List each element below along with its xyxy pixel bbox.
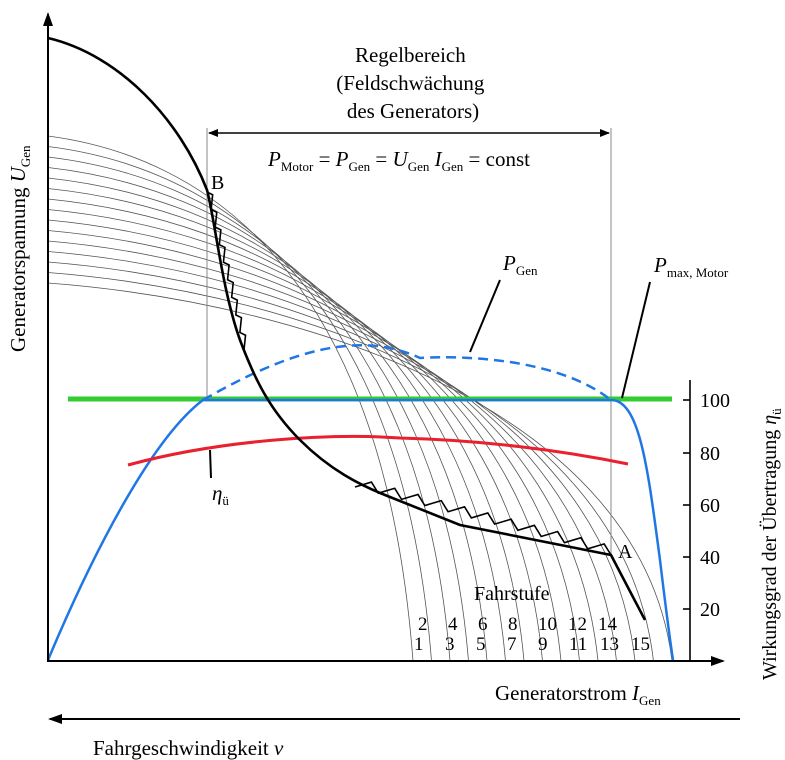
fahrstufe-number: 7 — [507, 634, 517, 655]
fahrstufen-even-numbers: 2 4 6 8 10 12 14 — [418, 614, 618, 635]
fahrstufe-number: 5 — [476, 634, 486, 655]
eta-leader — [209, 449, 212, 479]
fahrstufe-number: 8 — [508, 614, 518, 635]
fahrstufe-number: 1 — [414, 634, 424, 655]
fahrstufe-curve — [47, 156, 451, 662]
right-axis-tick-label: 40 — [700, 547, 720, 569]
fahrstufe-number: 2 — [418, 614, 428, 635]
fahrstufe-curve — [47, 146, 432, 662]
p-gen-leader — [469, 279, 501, 353]
p-gen-label: PGen — [502, 251, 538, 278]
fahrstufe-curve — [47, 177, 488, 662]
fahrstufe-step-zigzags — [206, 191, 612, 556]
regelbereich-title: Regelbereich (Feldschwächung des Generat… — [336, 43, 489, 123]
p-gen-solid-curve — [46, 398, 675, 661]
y-axis-right-title: Wirkungsgrad der Übertragung ηü — [758, 408, 784, 680]
step-zigzag — [206, 191, 247, 351]
fahrstufe-number: 3 — [445, 634, 455, 655]
right-axis-tick-label: 100 — [700, 390, 730, 412]
fahrstufe-number: 6 — [478, 614, 488, 635]
speed-axis-title: Fahrgeschwindigkeit v — [93, 736, 284, 760]
fahrstufe-curve — [47, 198, 525, 662]
step-zigzag — [354, 481, 612, 556]
fahrstufe-number: 14 — [598, 614, 618, 635]
fahrstufe-number: 4 — [448, 614, 458, 635]
fahrstufe-number: 13 — [600, 634, 619, 655]
fahrstufe-number: 10 — [538, 614, 557, 635]
fahrstufe-number: 9 — [538, 634, 548, 655]
point-a-label: A — [618, 541, 633, 563]
fahrstufe-curve — [47, 282, 673, 662]
right-axis-tick-label: 80 — [700, 443, 720, 465]
y-axis-left-title: Generatorspannung UGen — [6, 145, 33, 352]
eta-label: ηü — [212, 481, 229, 508]
right-axis-tick-label: 60 — [700, 495, 720, 517]
operating-characteristic-curve — [47, 36, 647, 621]
fahrstufe-curve — [47, 135, 414, 662]
fahrstufe-number: 15 — [631, 634, 650, 655]
fahrstufe-number: 12 — [568, 614, 587, 635]
point-b-label: B — [211, 172, 224, 194]
eta-curve — [127, 435, 629, 467]
p-max-leader — [621, 281, 651, 399]
p-gen-dashed-arc — [202, 344, 612, 402]
fahrstufe-curve — [47, 272, 654, 662]
fahrstufe-number: 11 — [569, 634, 587, 655]
fahrstufen-odd-numbers: 1 3 5 7 9 11 13 15 — [414, 634, 650, 655]
power-formula: PMotor = PGen = UGen IGen = const — [267, 147, 530, 174]
right-axis-tick-label: 20 — [700, 599, 720, 621]
right-axis-ticks: 100 80 60 40 20 — [683, 390, 730, 621]
x-axis-title: Generatorstrom IGen — [495, 681, 661, 708]
fahrstufe-label: Fahrstufe — [474, 583, 550, 605]
p-max-motor-label: Pmax, Motor — [653, 253, 729, 280]
